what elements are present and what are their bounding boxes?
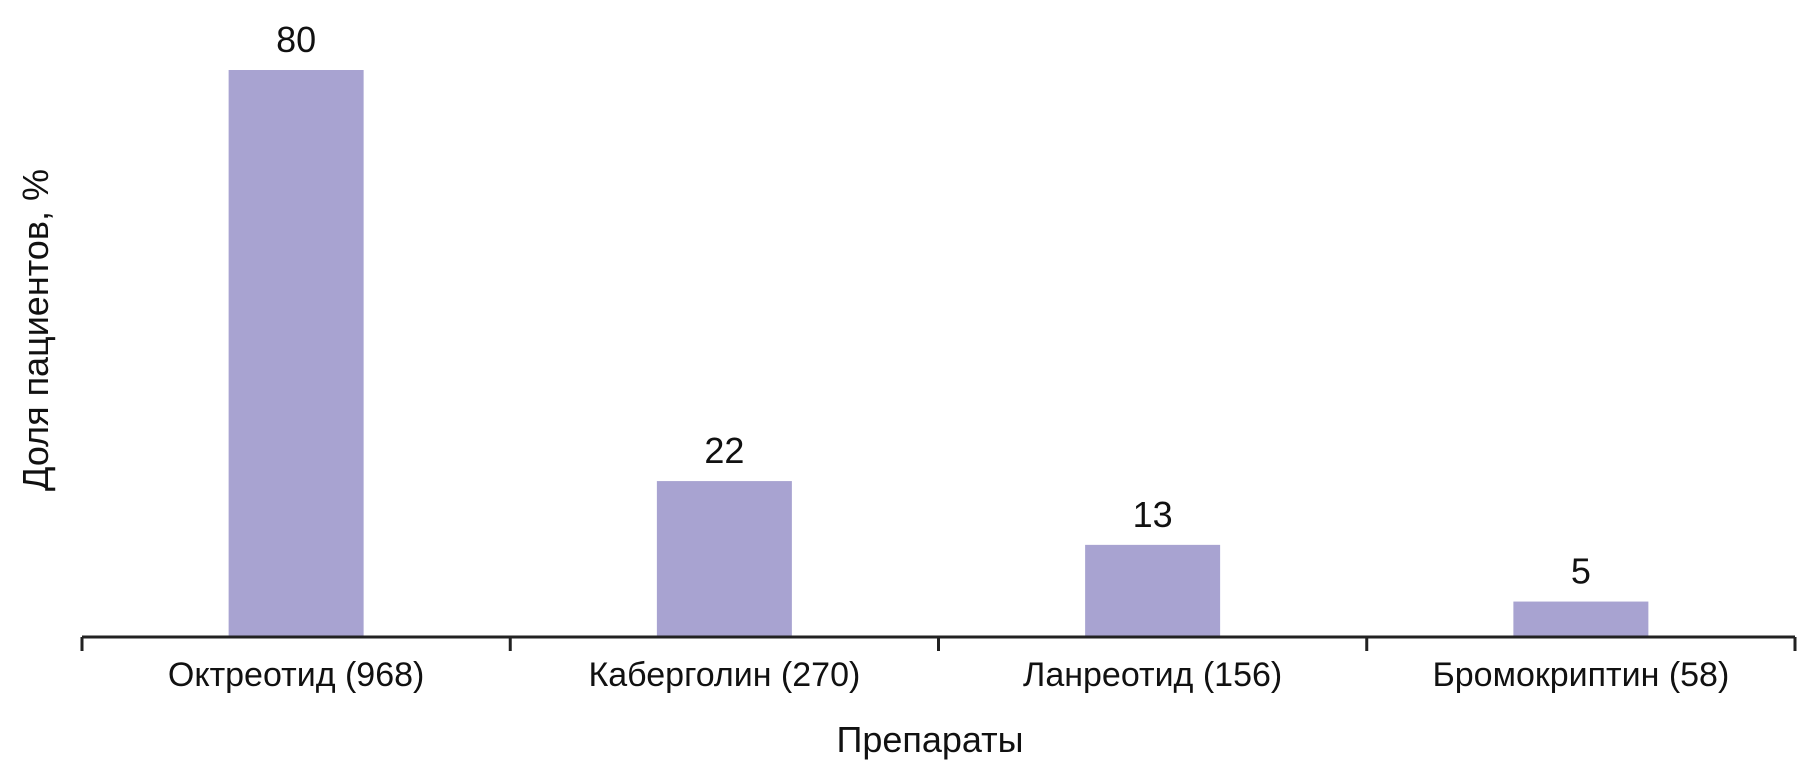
value-labels-group: 80 22 13 5 [276, 19, 1591, 592]
bar [656, 481, 792, 637]
y-axis-title: Доля пациентов, % [15, 169, 56, 491]
x-tick-label: Ланреотид (156) [1023, 656, 1282, 694]
bar-value-label: 5 [1571, 551, 1591, 592]
x-tick-label: Каберголин (270) [588, 656, 860, 694]
bar-value-label: 13 [1133, 494, 1173, 535]
bars-group [228, 70, 1649, 637]
bar [1085, 544, 1221, 637]
bar-value-label: 80 [276, 19, 316, 60]
bar [228, 70, 364, 637]
x-axis-tick-labels: Октреотид (968) Каберголин (270) Ланреотид… [168, 656, 1729, 694]
x-tick-label: Бромокриптин (58) [1432, 656, 1729, 694]
bar [1513, 601, 1649, 637]
x-tick-label: Октреотид (968) [168, 656, 424, 694]
x-axis-ticks [80, 637, 1797, 651]
x-axis-title: Препараты [836, 719, 1023, 760]
bar-value-label: 22 [704, 430, 744, 471]
